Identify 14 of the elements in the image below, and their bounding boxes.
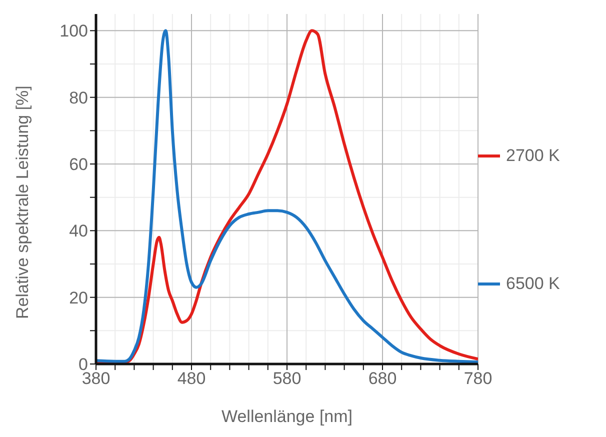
x-tick-label: 780 (464, 369, 492, 388)
y-tick-label: 40 (69, 222, 88, 241)
legend-label: 6500 K (506, 274, 560, 294)
y-tick-label: 100 (60, 22, 88, 41)
y-tick-label: 20 (69, 288, 88, 308)
x-tick-label: 680 (368, 369, 397, 388)
y-axis-title: Relative spektrale Leistung [%] (13, 86, 32, 319)
x-axis-title: Wellenlänge [nm] (221, 407, 353, 426)
y-tick-label: 60 (69, 155, 88, 174)
x-tick-label: 380 (82, 369, 110, 388)
y-tick-label: 80 (69, 88, 88, 108)
legend-label: 2700 K (506, 146, 560, 166)
x-tick-label: 580 (272, 369, 302, 388)
x-tick-label: 480 (177, 369, 206, 388)
